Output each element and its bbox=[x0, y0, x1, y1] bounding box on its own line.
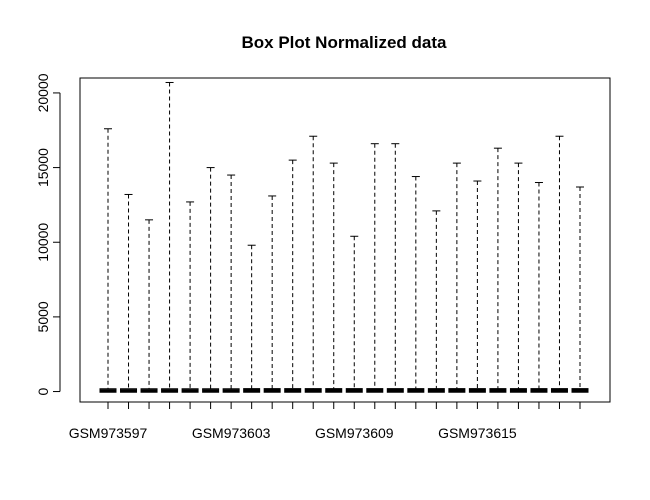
y-axis: 0 5000 10000 15000 20000 bbox=[35, 73, 61, 395]
box-23 bbox=[550, 135, 568, 393]
box-21 bbox=[509, 162, 527, 393]
boxes-group bbox=[99, 81, 589, 393]
box-9 bbox=[263, 195, 281, 393]
box-12 bbox=[325, 162, 343, 393]
x-tick-label: GSM973615 bbox=[438, 425, 517, 441]
box-20 bbox=[489, 147, 507, 393]
box-22 bbox=[530, 182, 548, 393]
box-15 bbox=[386, 143, 404, 393]
chart-title: Box Plot Normalized data bbox=[242, 33, 448, 52]
box-4 bbox=[161, 81, 179, 393]
y-tick-label: 0 bbox=[35, 387, 51, 395]
box-6 bbox=[202, 167, 220, 393]
plot-frame bbox=[79, 77, 611, 403]
box-24 bbox=[571, 186, 589, 393]
x-tick-label: GSM973609 bbox=[315, 425, 394, 441]
box-2 bbox=[120, 193, 138, 393]
box-14 bbox=[366, 143, 384, 393]
y-tick-label: 5000 bbox=[35, 301, 51, 332]
box-17 bbox=[427, 210, 445, 393]
box-10 bbox=[284, 159, 302, 393]
box-7 bbox=[222, 174, 240, 393]
box-16 bbox=[407, 176, 425, 393]
x-tick-label: GSM973603 bbox=[192, 425, 271, 441]
box-11 bbox=[304, 135, 322, 393]
x-tick-label: GSM973597 bbox=[69, 425, 148, 441]
y-tick-label: 10000 bbox=[35, 223, 51, 262]
box-19 bbox=[468, 180, 486, 393]
box-3 bbox=[140, 219, 158, 393]
box-13 bbox=[345, 235, 363, 393]
x-axis: GSM973597 GSM973603 GSM973609 GSM973615 bbox=[69, 401, 581, 441]
y-tick-label: 15000 bbox=[35, 148, 51, 187]
box-8 bbox=[243, 244, 261, 393]
box-5 bbox=[181, 201, 199, 393]
y-tick-label: 20000 bbox=[35, 73, 51, 112]
box-18 bbox=[448, 162, 466, 393]
box-1 bbox=[99, 128, 117, 393]
